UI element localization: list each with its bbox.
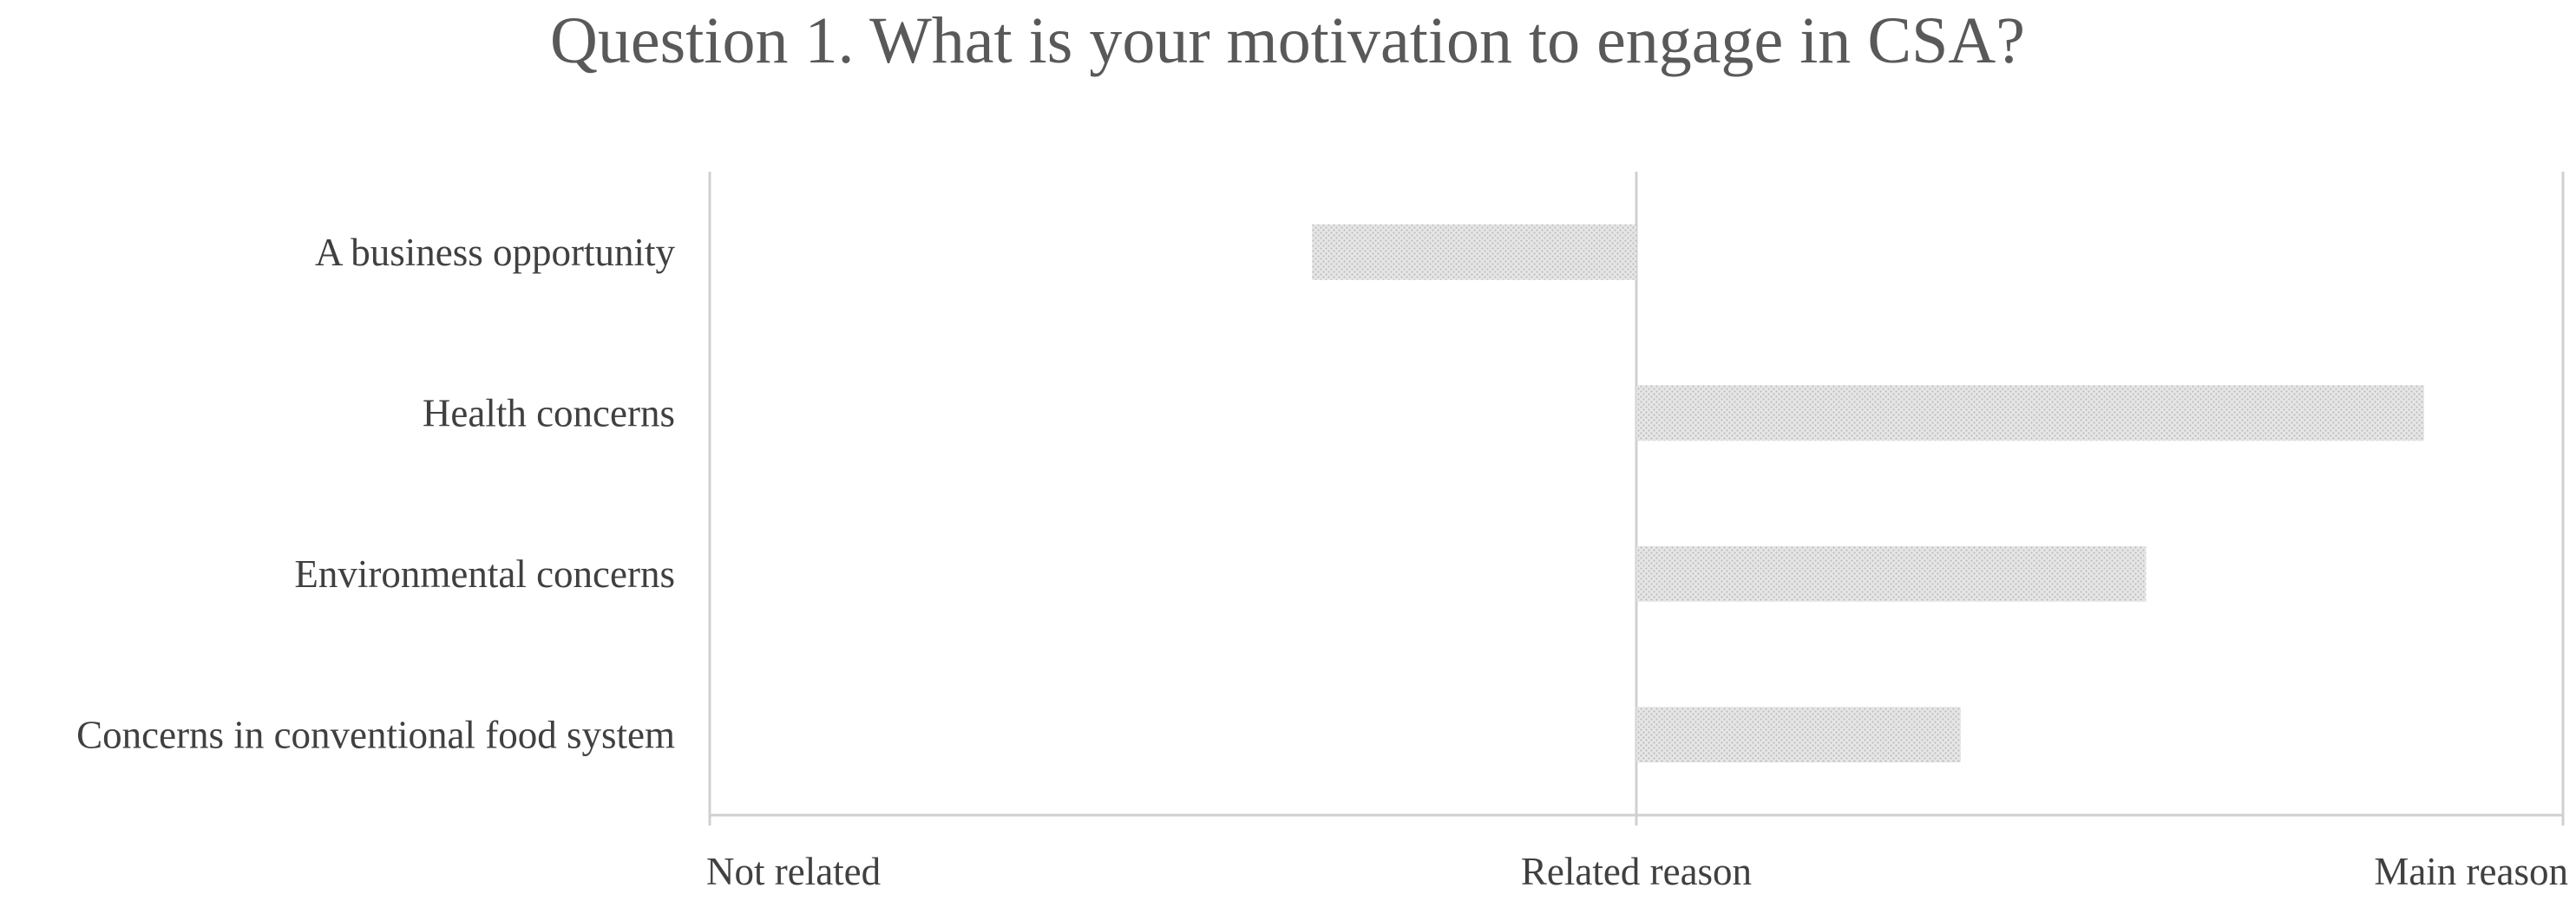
bar — [1636, 707, 1961, 763]
category-labels: A business opportunity Health concerns Env… — [76, 231, 675, 757]
x-tick-label: Related reason — [1521, 850, 1752, 893]
x-tick-label: Not related — [706, 850, 881, 893]
bar — [1312, 224, 1636, 280]
category-label: Health concerns — [423, 391, 675, 434]
bars — [1312, 224, 2424, 763]
x-tick-label: Main reason — [2374, 850, 2568, 893]
chart-title: Question 1. What is your motivation to e… — [550, 4, 2025, 77]
category-label: Concerns in conventional food system — [76, 713, 675, 756]
bar — [1636, 545, 2147, 602]
tick-labels: Not related Related reason Main reason — [706, 850, 2568, 893]
category-label: Environmental concerns — [294, 552, 675, 596]
category-label: A business opportunity — [315, 231, 676, 274]
bar — [1636, 385, 2424, 441]
